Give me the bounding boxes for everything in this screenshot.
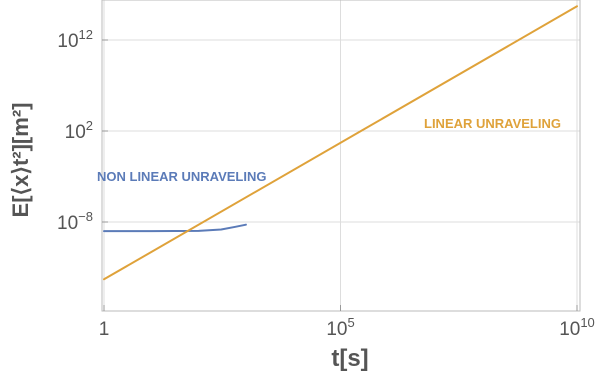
x-tick-label: 105 xyxy=(326,315,354,340)
series-label-nonlinear: NON LINEAR UNRAVELING xyxy=(97,169,266,184)
x-axis-title: t[s] xyxy=(331,345,368,372)
y-tick-label: 10−8 xyxy=(57,209,93,234)
x-tick-label: 1 xyxy=(99,319,110,340)
x-tick-label: 1010 xyxy=(559,315,595,340)
y-tick-label: 102 xyxy=(65,118,93,143)
y-axis-title: E[⟨x⟩t²][m²] xyxy=(8,103,33,218)
series-line-nonlinear xyxy=(103,223,247,233)
series-line-linear xyxy=(103,5,578,281)
ticks: 1 105 1010 10−8 102 1012 xyxy=(57,27,595,340)
series xyxy=(103,5,578,281)
series-label-linear: LINEAR UNRAVELING xyxy=(424,116,561,131)
grid xyxy=(102,0,580,311)
y-tick-label: 1012 xyxy=(57,27,93,52)
